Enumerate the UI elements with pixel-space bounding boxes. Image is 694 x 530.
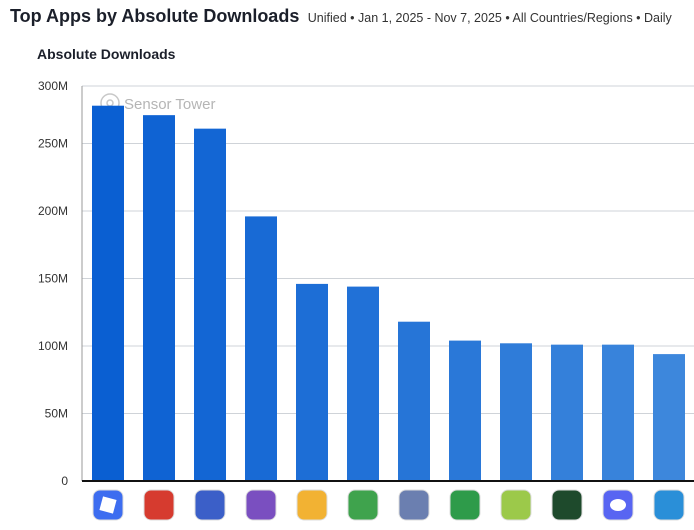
bar-mahjong[interactable] bbox=[449, 340, 481, 481]
y-tick-label: 150M bbox=[38, 272, 68, 286]
dragon-game-icon[interactable] bbox=[194, 489, 226, 521]
bar-8-ball-pool[interactable] bbox=[653, 354, 685, 481]
block-puzzle-icon[interactable] bbox=[143, 489, 175, 521]
y-tick-label: 50M bbox=[45, 407, 68, 421]
chart-header: Top Apps by Absolute Downloads Unified •… bbox=[10, 6, 672, 27]
subway-surfers-icon[interactable] bbox=[245, 489, 277, 521]
bar-dragon-game[interactable] bbox=[194, 128, 226, 481]
page-title: Top Apps by Absolute Downloads bbox=[10, 6, 300, 26]
y-axis-title: Absolute Downloads bbox=[37, 46, 176, 62]
bar-football-game[interactable] bbox=[551, 344, 583, 481]
y-tick-label: 200M bbox=[38, 204, 68, 218]
bar-talking-tom-2[interactable] bbox=[500, 343, 532, 481]
roblox-icon[interactable] bbox=[92, 489, 124, 521]
mahjong-icon[interactable] bbox=[449, 489, 481, 521]
svg-text:Sensor Tower: Sensor Tower bbox=[124, 96, 215, 113]
football-game-icon[interactable] bbox=[551, 489, 583, 521]
bar-discord[interactable] bbox=[602, 344, 634, 481]
8-ball-pool-icon[interactable] bbox=[653, 489, 685, 521]
ludo-icon[interactable] bbox=[347, 489, 379, 521]
bar-stacking-game[interactable] bbox=[296, 283, 328, 481]
y-tick-label: 100M bbox=[38, 339, 68, 353]
bar-roblox[interactable] bbox=[92, 105, 124, 481]
talking-tom-2-icon[interactable] bbox=[500, 489, 532, 521]
bar-subway-surfers[interactable] bbox=[245, 216, 277, 481]
bar-block-puzzle[interactable] bbox=[143, 115, 175, 482]
hole-game-icon[interactable] bbox=[398, 489, 430, 521]
y-tick-label: 0 bbox=[61, 474, 68, 488]
bar-hole-game[interactable] bbox=[398, 321, 430, 481]
discord-icon[interactable] bbox=[602, 489, 634, 521]
y-tick-label: 300M bbox=[38, 79, 68, 93]
sensor-tower-watermark: Sensor Tower bbox=[100, 93, 215, 113]
chart-subtitle: Unified • Jan 1, 2025 - Nov 7, 2025 • Al… bbox=[307, 11, 672, 25]
stacking-game-icon[interactable] bbox=[296, 489, 328, 521]
y-tick-label: 250M bbox=[38, 137, 68, 151]
bar-ludo[interactable] bbox=[347, 286, 379, 481]
